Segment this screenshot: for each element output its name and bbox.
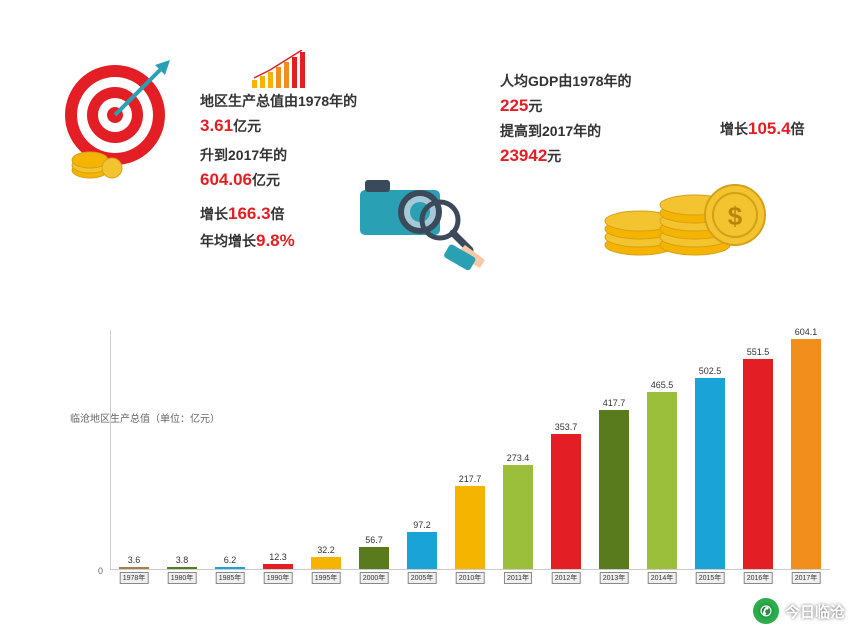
t: 105.4 [748, 119, 791, 138]
t: 元 [528, 98, 542, 114]
target-icon [60, 60, 190, 195]
bar: 417.72013年 [599, 410, 629, 569]
bar: 551.52016年 [743, 359, 773, 569]
t: 增长 [200, 206, 228, 222]
per-capita-growth-block: 增长105.4倍 [720, 115, 805, 142]
t: 604.06 [200, 170, 252, 189]
camera-magnifier-icon [350, 170, 490, 275]
bar: 56.72000年 [359, 547, 389, 569]
t: 倍 [271, 206, 285, 222]
bar: 353.72012年 [551, 434, 581, 569]
t: 地区生产总值由1978年的 [200, 93, 357, 109]
t: 亿元 [233, 118, 261, 134]
watermark: ✆ 今日临沧 [753, 598, 845, 624]
mini-bar-chart-icon [250, 50, 310, 95]
t: 提高到2017年的 [500, 123, 601, 139]
bars-container: 3.61978年 3.81980年 6.21985年 12.31990年 32.2199… [110, 330, 830, 570]
bar: 3.81980年 [167, 567, 197, 569]
bar: 465.52014年 [647, 392, 677, 569]
gdp-text-block: 地区生产总值由1978年的 3.61亿元 升到2017年的 604.06亿元 [200, 90, 357, 193]
t: 166.3 [228, 204, 271, 223]
y-axis-zero: 0 [98, 566, 103, 576]
gdp-bar-chart: 临沧地区生产总值（单位：亿元） 0 3.61978年3.81980年6.2198… [30, 310, 830, 600]
t: 23942 [500, 146, 547, 165]
t: 增长 [720, 121, 748, 137]
t: 225 [500, 96, 528, 115]
watermark-text: 今日临沧 [785, 601, 845, 622]
t: 元 [547, 148, 561, 164]
t: 3.61 [200, 116, 233, 135]
bar: 97.22005年 [407, 532, 437, 569]
bar: 12.31990年 [263, 564, 293, 569]
bar: 502.52015年 [695, 378, 725, 569]
wechat-icon: ✆ [753, 598, 779, 624]
bar: 604.12017年 [791, 339, 821, 569]
coins-icon: $ [600, 150, 770, 265]
bar: 32.21995年 [311, 557, 341, 569]
t: 升到2017年的 [200, 147, 287, 163]
bar: 6.21985年 [215, 567, 245, 569]
bar: 273.42011年 [503, 465, 533, 569]
svg-text:$: $ [728, 201, 743, 231]
t: 人均GDP由1978年的 [500, 73, 631, 89]
t: 亿元 [252, 172, 280, 188]
growth-text-block: 增长166.3倍 年均增长9.8% [200, 200, 295, 254]
bar: 217.72010年 [455, 486, 485, 569]
t: 年均增长 [200, 233, 256, 249]
t: 9.8% [256, 231, 295, 250]
t: 倍 [791, 121, 805, 137]
bar: 3.61978年 [119, 567, 149, 569]
